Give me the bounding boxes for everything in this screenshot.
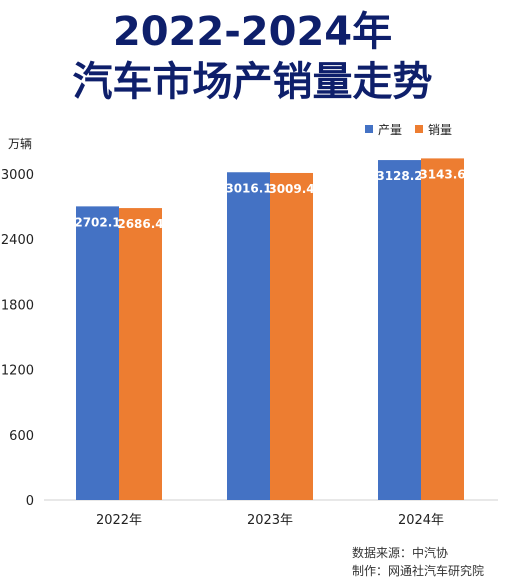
x-tick-label: 2022年 (96, 513, 142, 528)
sales-bar (421, 158, 464, 501)
y-tick-label: 600 (9, 429, 34, 444)
sales-value-label: 3143.6 (419, 167, 465, 181)
production-value-label: 3016.1 (225, 181, 271, 195)
data-source-note: 数据来源：中汽协 (352, 546, 449, 560)
y-tick-label: 1800 (1, 298, 34, 313)
production-legend-label: 产量 (378, 123, 402, 137)
producer-note: 制作：网通社汽车研究院 (352, 564, 485, 578)
y-tick-label: 3000 (1, 168, 34, 183)
production-bar (227, 172, 270, 500)
production-legend-swatch (365, 125, 373, 133)
y-tick-label: 0 (26, 494, 34, 509)
chart-title-line1: 2022-2024年 (112, 9, 393, 55)
y-tick-label: 1200 (1, 364, 34, 379)
sales-bar (270, 172, 313, 501)
sales-bar (119, 208, 162, 500)
production-value-label: 2702.1 (74, 215, 120, 229)
production-bar (378, 160, 421, 500)
sales-legend-swatch (415, 125, 423, 133)
sales-value-label: 2686.4 (117, 217, 163, 231)
sales-legend-label: 销量 (428, 123, 452, 137)
y-tick-label: 2400 (1, 233, 34, 248)
x-tick-label: 2024年 (398, 513, 444, 528)
production-bar (76, 206, 119, 500)
x-tick-label: 2023年 (247, 513, 293, 528)
y-axis-unit-label: 万辆 (8, 137, 32, 151)
chart-title-line2: 汽车市场产销量走势 (72, 59, 433, 105)
sales-value-label: 3009.4 (268, 182, 314, 196)
production-value-label: 3128.2 (376, 169, 422, 183)
